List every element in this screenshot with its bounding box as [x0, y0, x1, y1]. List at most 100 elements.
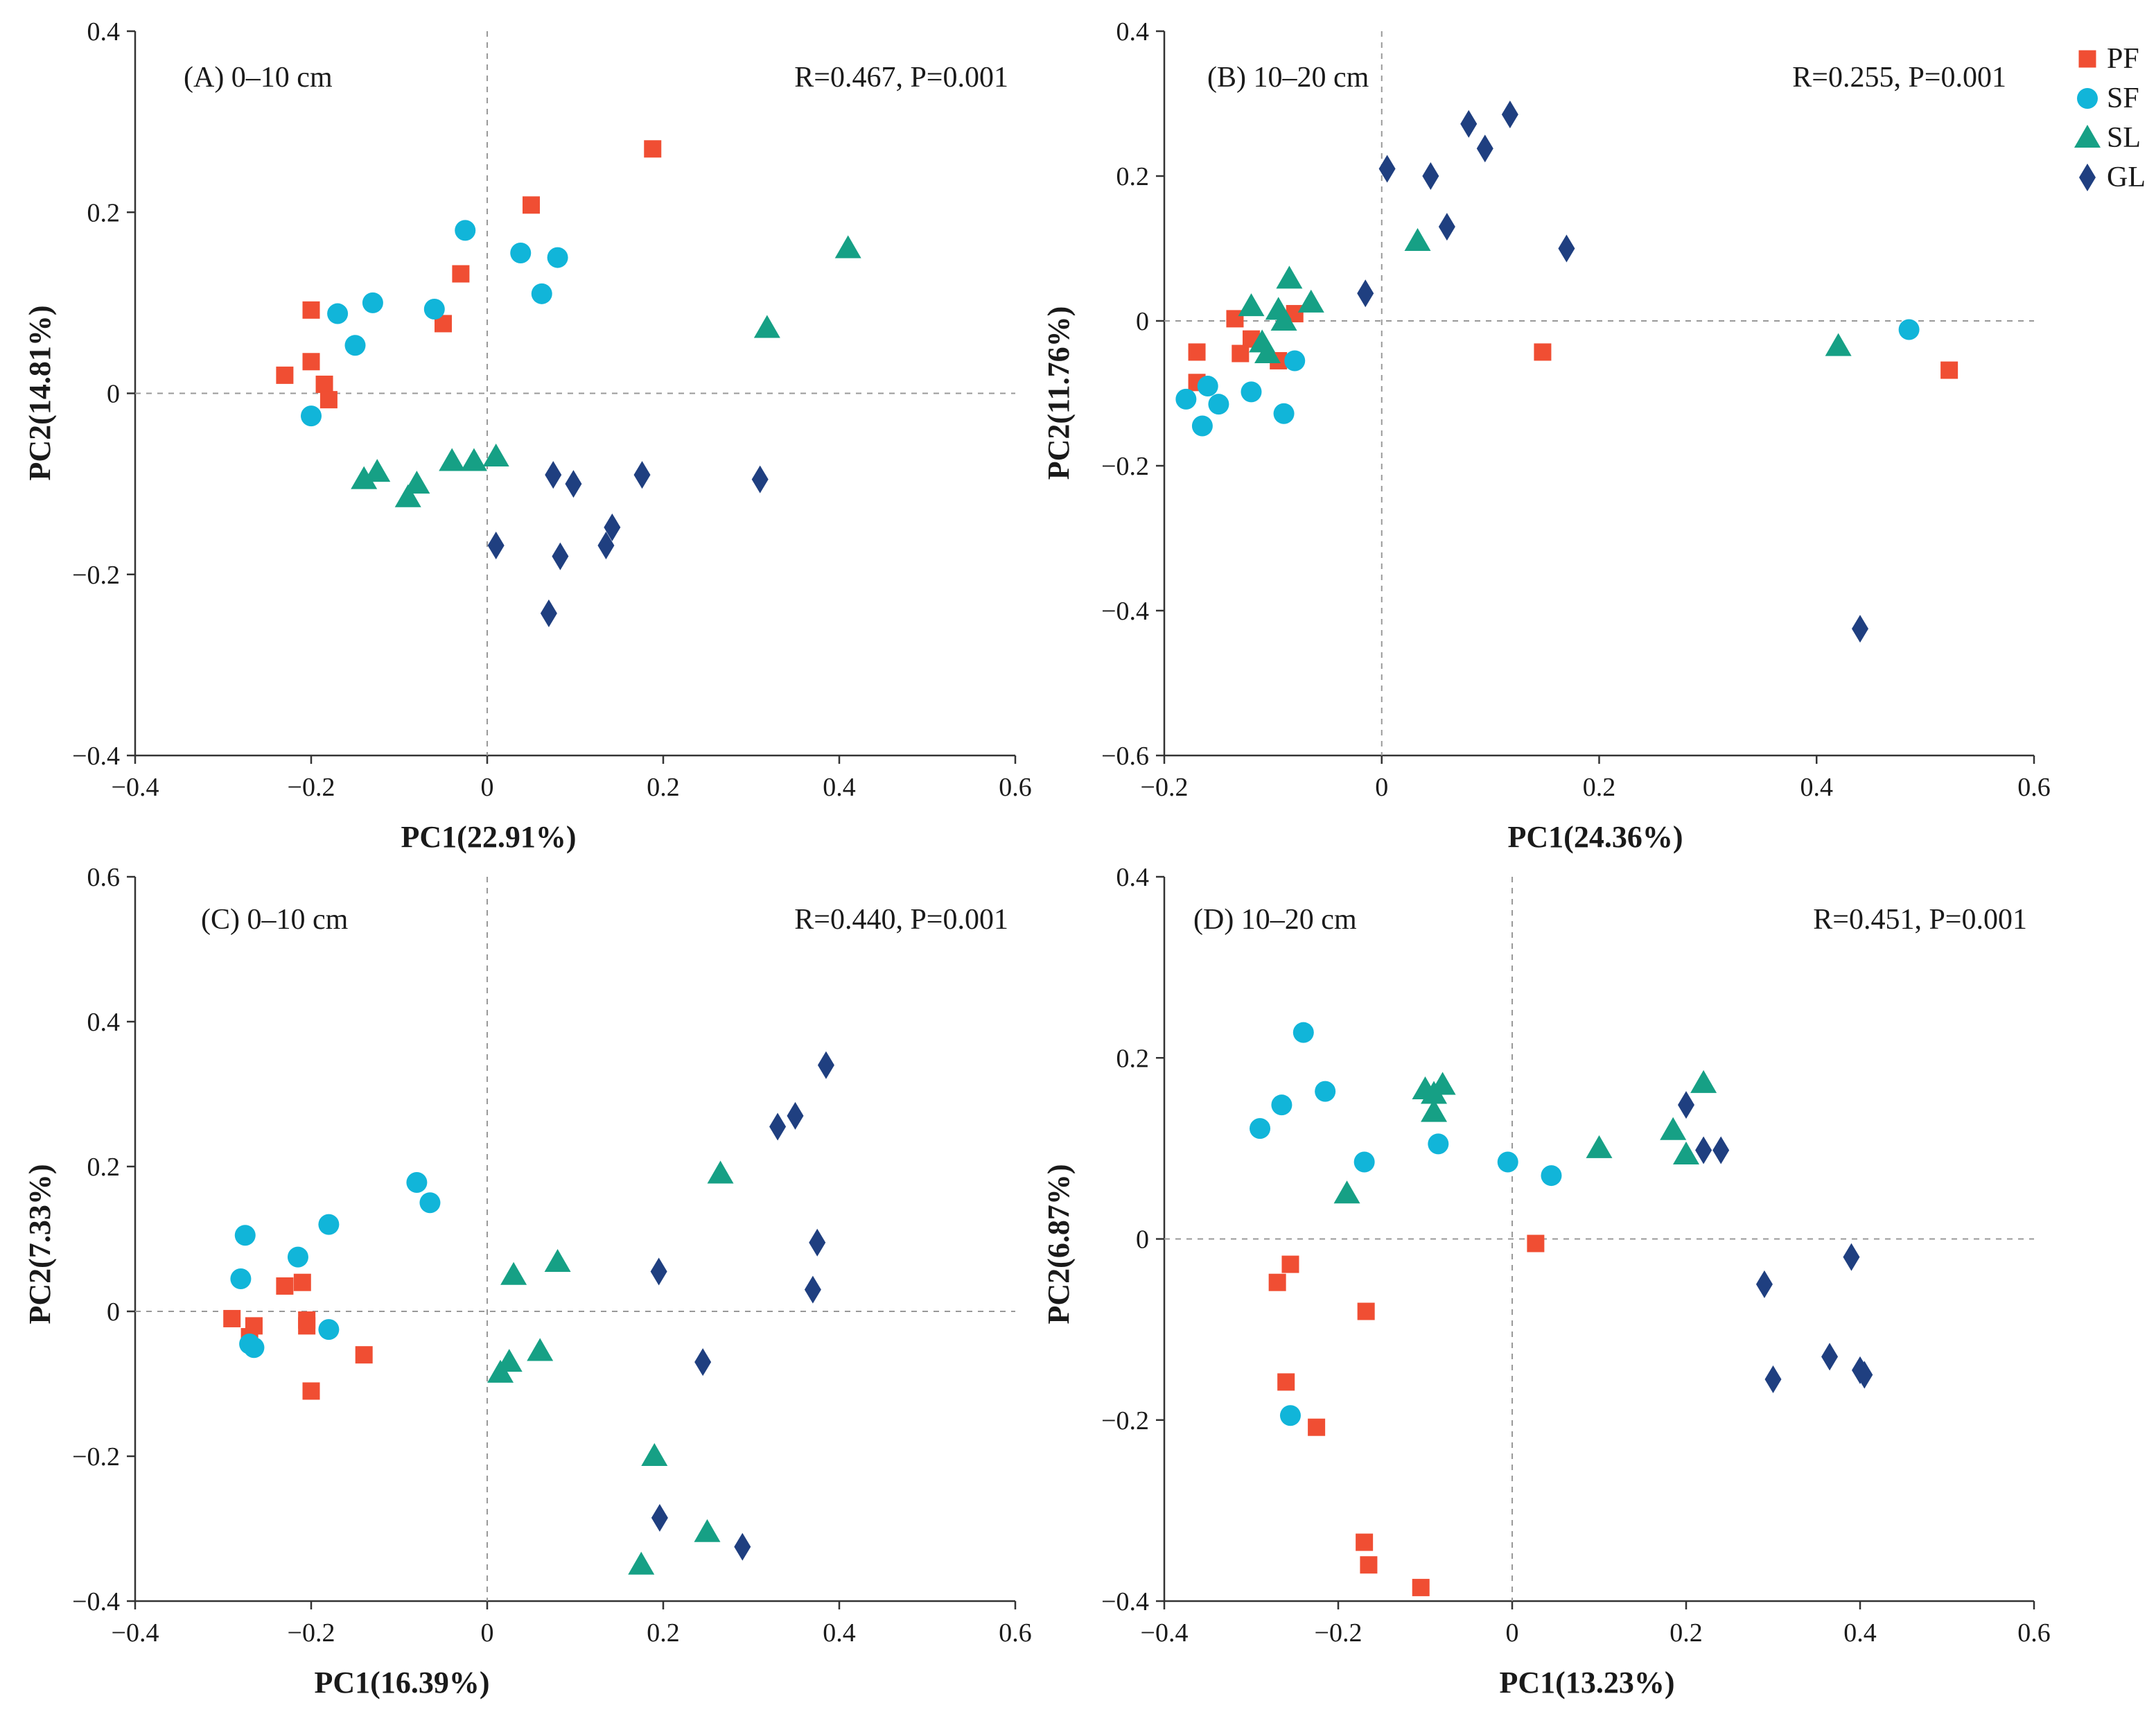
panel-b-x-axis-title: PC1(24.36%) [1508, 820, 1683, 854]
panel-d-point-pf [1277, 1373, 1295, 1391]
panel-d-point-sl [1586, 1135, 1613, 1158]
panel-a-point-gl [751, 465, 769, 493]
panel-d-point-sf [1541, 1165, 1562, 1187]
panel-c-y-tick-label: 0 [107, 1298, 120, 1327]
panel-c-x-tick-label: 0.6 [999, 1618, 1032, 1648]
panel-b-point-sl [1404, 228, 1431, 252]
panel-a-point-pf [452, 265, 470, 283]
panel-c-x-axis-title: PC1(16.39%) [315, 1666, 490, 1700]
panel-c-title: (C) 0–10 cm [201, 904, 349, 936]
panel-c-y-tick-label: 0.6 [87, 863, 121, 892]
panel-c-point-sf [419, 1192, 441, 1214]
panel-a-x-tick-label: 0.6 [999, 773, 1032, 802]
panel-c-point-pf [355, 1346, 373, 1364]
panel-b-point-sf [1208, 394, 1229, 415]
panel-d: (D) 10–20 cm R=0.451, P=0.001 PC1(13.23%… [1042, 863, 2051, 1700]
panel-d-y-tick-label: −0.4 [1101, 1587, 1149, 1616]
panel-d-point-pf [1360, 1556, 1378, 1574]
panel-c-point-sf [243, 1337, 265, 1359]
legend-label-gl: GL [2107, 161, 2146, 193]
panel-a-point-sf [510, 243, 532, 264]
panel-a-point-sf [362, 292, 383, 313]
panel-a-point-gl [540, 599, 557, 627]
panel-c-point-gl [804, 1275, 821, 1304]
panel-b-y-tick-label: −0.2 [1101, 452, 1149, 481]
panel-b-y-tick-label: 0.2 [1116, 162, 1150, 191]
panel-c-point-sf [318, 1214, 340, 1235]
panel-b-point-pf [1940, 361, 1958, 379]
panel-c-point-gl [650, 1257, 667, 1286]
panel-d-x-tick-label: 0.6 [2017, 1618, 2051, 1648]
legend: PF SF SL GL [2074, 43, 2146, 193]
panel-d-title: (D) 10–20 cm [1193, 904, 1357, 936]
panel-d-point-sf [1250, 1118, 1271, 1139]
panel-b-point-sl [1238, 293, 1265, 317]
panel-b-point-sl [1825, 333, 1852, 356]
legend-marker-gl [2079, 164, 2096, 191]
panel-d-point-pf [1356, 1533, 1374, 1551]
panel-b-point-sf [1197, 376, 1218, 397]
panel-b-axes [1163, 31, 2034, 757]
panel-c-x-tick-label: 0 [481, 1618, 494, 1648]
legend-marker-pf [2078, 50, 2096, 68]
panel-a: (A) 0–10 cm R=0.467, P=0.001 PC1(22.91%)… [23, 17, 1032, 854]
legend-marker-sf [2077, 88, 2098, 109]
panel-a-x-tick-label: 0.2 [647, 773, 680, 802]
panel-c-axes [134, 877, 1015, 1602]
panel-d-point-sl [1660, 1117, 1687, 1140]
panel-a-y-tick-label: −0.4 [72, 742, 120, 771]
panel-c-point-sf [287, 1246, 308, 1268]
panel-d-point-gl [1695, 1136, 1712, 1164]
legend-label-sf: SF [2107, 82, 2139, 114]
panel-d-stat: R=0.451, P=0.001 [1813, 904, 2027, 936]
panel-a-y-tick-label: −0.2 [72, 561, 120, 590]
panel-b-point-sf [1241, 381, 1262, 403]
panel-b-x-tick-label: −0.2 [1141, 773, 1189, 802]
panel-a-point-sf [423, 299, 445, 320]
panel-b-point-gl [1852, 615, 1868, 643]
panel-c-y-tick-label: 0.4 [87, 1008, 121, 1037]
panel-c-point-gl [734, 1532, 751, 1561]
panel-d-x-tick-label: 0.4 [1843, 1618, 1877, 1648]
panel-b-point-gl [1558, 234, 1575, 263]
panel-a-point-sl [482, 443, 509, 466]
panel-d-x-tick-label: 0 [1506, 1618, 1519, 1648]
panel-a-point-sl [351, 466, 378, 489]
panel-a-y-tick-label: 0.2 [87, 198, 121, 227]
panel-d-point-pf [1527, 1234, 1545, 1252]
panel-c-point-gl [694, 1348, 712, 1377]
panel-c-point-pf [293, 1273, 311, 1291]
panel-d-point-sl [1690, 1069, 1717, 1093]
panel-b-point-sf [1175, 388, 1197, 410]
panel-b-y-axis-title: PC2(11.76%) [1042, 306, 1076, 480]
panel-b-point-gl [1422, 162, 1439, 190]
panel-a-point-sl [753, 315, 780, 338]
panel-a-point-sf [301, 405, 322, 427]
panel-d-point-gl [1821, 1343, 1839, 1371]
panel-c-point-sl [694, 1519, 721, 1542]
panel-c-point-sl [527, 1338, 554, 1361]
panel-c-point-pf [223, 1309, 241, 1327]
panel-b-point-gl [1357, 279, 1374, 308]
panel-c-point-sl [628, 1551, 655, 1575]
panel-a-point-sf [547, 247, 568, 268]
panel-c-point-sl [496, 1349, 523, 1372]
panel-d-point-sf [1497, 1151, 1518, 1173]
panel-a-point-pf [315, 375, 333, 393]
panel-a-point-pf [644, 140, 662, 158]
panel-c-point-gl [787, 1101, 804, 1130]
panel-b-point-gl [1438, 213, 1455, 241]
panel-a-point-gl [597, 531, 615, 559]
panel-a-point-sf [344, 335, 366, 356]
panel-d-point-gl [1856, 1361, 1873, 1389]
panel-d-x-tick-label: 0.2 [1669, 1618, 1703, 1648]
panel-a-point-pf [302, 353, 320, 371]
panel-c-point-sf [234, 1225, 256, 1246]
panel-c-point-sl [707, 1160, 734, 1184]
panel-a-x-tick-label: −0.4 [112, 773, 159, 802]
panel-c-point-pf [276, 1277, 294, 1295]
panel-b-point-gl [1378, 155, 1396, 183]
panel-a-point-gl [565, 470, 582, 498]
panel-c-point-pf [245, 1317, 263, 1335]
